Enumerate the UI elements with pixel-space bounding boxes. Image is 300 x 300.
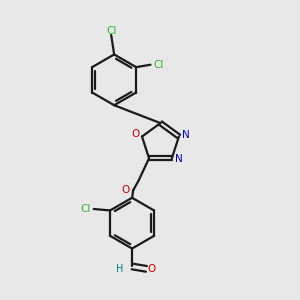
Text: O: O <box>148 264 156 274</box>
Text: H: H <box>116 264 124 274</box>
Text: Cl: Cl <box>154 60 164 70</box>
Text: Cl: Cl <box>80 204 91 214</box>
Text: O: O <box>122 185 130 195</box>
Text: O: O <box>131 129 140 139</box>
Text: Cl: Cl <box>106 26 116 37</box>
Text: N: N <box>175 154 182 164</box>
Text: N: N <box>182 130 189 140</box>
